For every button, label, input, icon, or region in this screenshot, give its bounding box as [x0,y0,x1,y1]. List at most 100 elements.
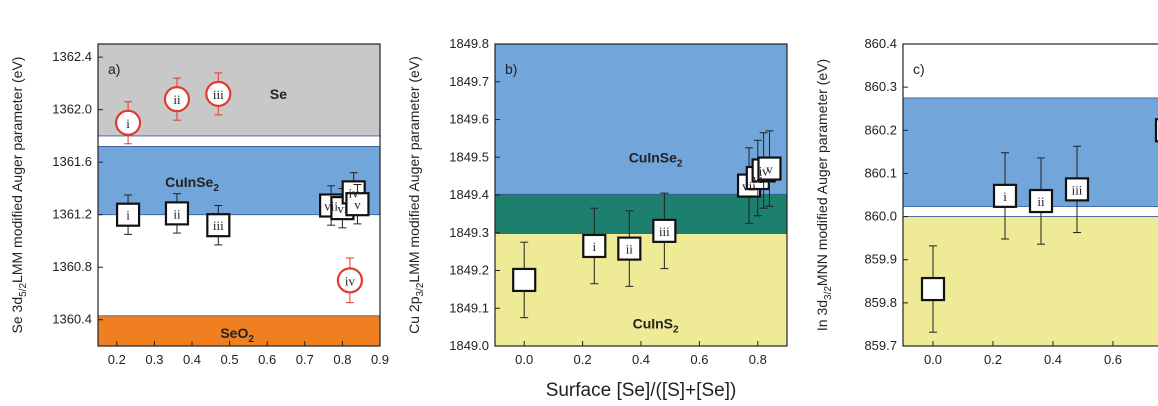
data-point-circle [336,267,364,294]
y-axis-label-rest: MNN modified Auger parameter (eV) [814,59,830,286]
data-point-square [1154,118,1158,143]
data-point-label: ii [173,92,181,107]
data-point-square [206,213,231,238]
y-tick-label: 860.3 [864,79,897,94]
y-axis-label-main: Se 3d [9,297,25,334]
region-label-sub: 2 [673,324,679,335]
data-point-square [920,276,946,302]
y-tick-label: 1362.0 [52,102,92,117]
y-tick-label: 1849.7 [449,74,489,89]
data-point-label: i [126,116,130,131]
region-label: CuInSe2 [629,149,683,169]
region-band [98,44,380,136]
data-point-label: vi [337,201,348,216]
region-label: CuInSe2 [165,174,219,194]
region-band [98,315,380,346]
x-tick-label: 0.5 [221,352,239,367]
data-point-square [512,267,537,293]
x-tick-label: 0.4 [183,352,201,367]
x-tick-label: 0.6 [690,352,708,367]
y-tick-label: 1849.0 [449,338,489,353]
y-axis-label-main: In 3d [814,300,830,331]
region-label-main: CuInS [633,315,673,331]
y-tick-label: 1849.8 [449,36,489,51]
y-axis-label-sub: 5/2 [18,283,29,297]
panel-c: CuInS2CuInSe2iiiiiiviiviiv0.00.20.40.60.… [814,36,1158,367]
region-label: SeO2 [220,325,254,345]
data-point-square [345,192,370,217]
region-label-main: Se [270,86,287,102]
data-point-label: iii [213,87,224,102]
panel-label: c) [913,61,925,77]
x-tick-label: 0.0 [515,352,533,367]
data-point-circle [163,86,191,113]
region-label-sub: 2 [248,334,254,345]
y-tick-label: 1361.2 [52,207,92,222]
y-tick-label: 1360.4 [52,312,92,327]
data-point-square [1064,177,1090,202]
x-tick-label: 0.7 [296,352,314,367]
y-tick-label: 860.4 [864,36,897,51]
data-point-circle [205,80,232,107]
data-point-square [1028,188,1054,214]
shared-x-axis-label: Surface [Se]/([S]+[Se]) [546,380,737,401]
y-tick-label: 1849.5 [449,149,489,164]
y-tick-label: 1849.3 [449,225,489,240]
data-point-square [992,183,1018,208]
region-band [495,194,787,234]
data-point-label: iv [349,185,360,200]
panel-label: a) [108,61,120,77]
region-band [903,97,1158,207]
data-point-square [582,233,607,259]
region-band [903,216,1158,346]
region-label-main: CuInSe [629,149,677,165]
data-point-label: vii [742,179,756,194]
x-tick-label: 0.4 [1044,352,1062,367]
region-label-sub: 2 [677,158,683,169]
x-tick-label: 0.8 [333,352,351,367]
y-tick-label: 860.0 [864,209,897,224]
data-point-circle [114,109,142,136]
y-tick-label: 1849.2 [449,263,489,278]
data-point-label: i [126,208,130,223]
y-axis-label-sub: 3/2 [823,286,834,300]
region-label-sub: 2 [213,183,219,194]
y-tick-label: 1362.4 [52,49,92,64]
region-label-main: CuInSe [165,174,213,190]
data-point-square [164,201,190,226]
y-axis-label-sub: 3/2 [415,282,426,296]
x-tick-label: 0.2 [574,352,592,367]
data-point-label: iii [1072,182,1083,197]
data-point-label: i [1003,189,1007,204]
x-tick-label: 0.6 [258,352,276,367]
data-point-label: v [354,197,361,212]
data-point-label: ii [626,242,634,257]
data-point-square [115,202,141,227]
y-tick-label: 859.9 [864,252,897,267]
region-label-main: SeO [220,325,248,341]
y-tick-label: 1849.1 [449,300,489,315]
y-axis-label-rest: LMM modified Auger parameter (eV) [9,57,25,283]
x-tick-label: 0.3 [145,352,163,367]
data-point-label: vii [324,199,338,214]
plot-frame [97,43,381,347]
data-point-label: ii [173,206,181,221]
data-point-label: iv [345,273,356,288]
y-axis-label: Cu 2p3/2LMM modified Auger parameter (eV… [406,56,426,334]
y-tick-label: 1361.6 [52,154,92,169]
x-tick-label: 0.2 [984,352,1002,367]
y-tick-label: 860.1 [864,165,897,180]
x-tick-label: 0.6 [1104,352,1122,367]
y-tick-label: 860.2 [864,122,897,137]
y-tick-label: 1849.6 [449,112,489,127]
data-point-square [757,156,782,181]
x-tick-label: 0.2 [108,352,126,367]
x-tick-label: 0.9 [371,352,389,367]
y-axis-label-rest: LMM modified Auger parameter (eV) [406,56,422,282]
